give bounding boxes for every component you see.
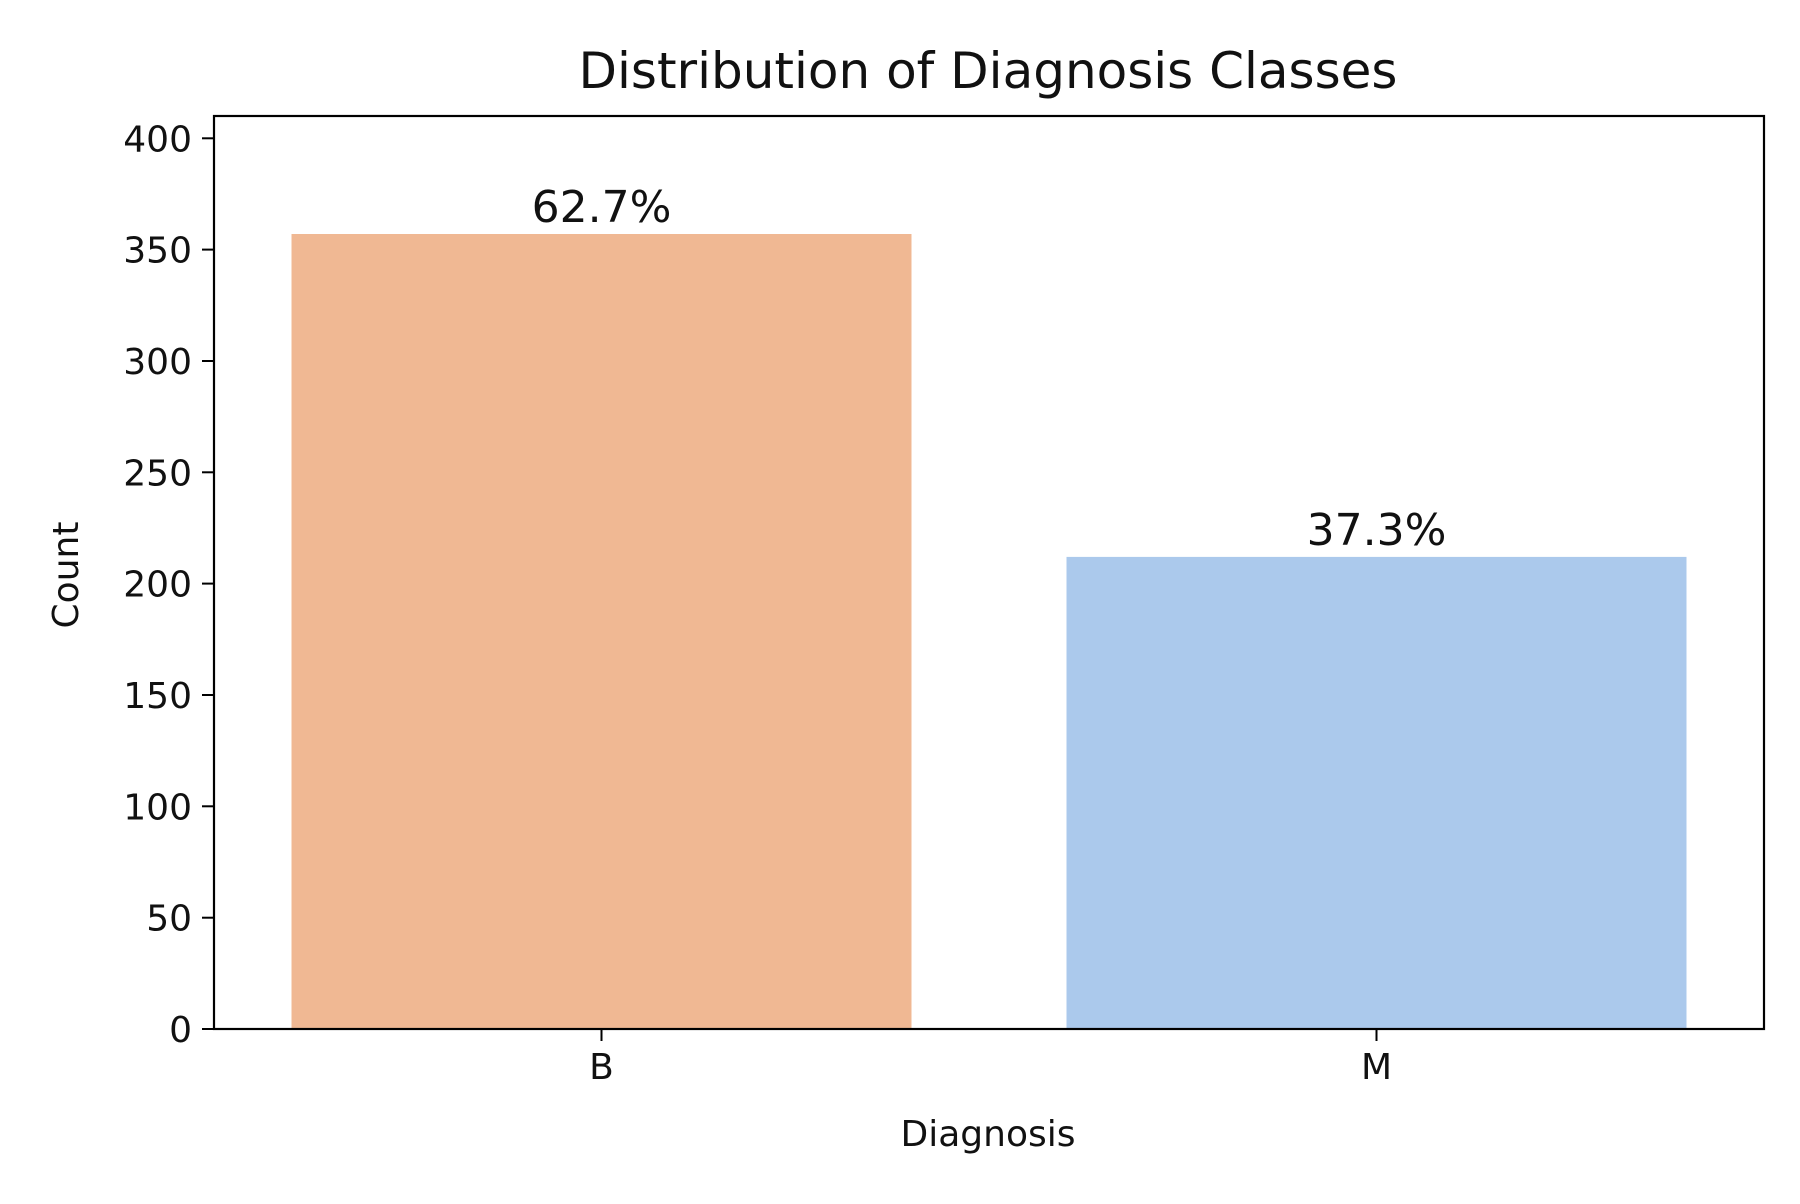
- x-tick-label-B: B: [589, 1047, 614, 1088]
- data-label-B: 62.7%: [532, 182, 672, 233]
- y-tick-label-150: 150: [123, 676, 192, 717]
- x-tick-label-M: M: [1361, 1047, 1392, 1088]
- chart-title: Distribution of Diagnosis Classes: [579, 42, 1398, 100]
- bar-M: [1066, 556, 1687, 1029]
- y-tick-label-250: 250: [123, 453, 192, 494]
- y-tick-label-350: 350: [123, 231, 192, 272]
- data-label-M: 37.3%: [1307, 505, 1447, 556]
- y-tick-label-200: 200: [123, 565, 192, 606]
- y-axis-label: Count: [46, 522, 87, 629]
- data-labels-layer: 62.7% 37.3%: [532, 182, 1447, 556]
- y-tick-label-100: 100: [123, 787, 192, 828]
- y-tick-label-300: 300: [123, 342, 192, 383]
- plot-frame: [212, 114, 1766, 1031]
- y-tick-label-50: 50: [146, 899, 192, 940]
- bar-B: [291, 234, 912, 1029]
- y-axis: 0 50 100 150 200 250 300 350 400: [123, 119, 214, 1051]
- x-axis-label: Diagnosis: [901, 1114, 1076, 1155]
- bars-layer: [291, 234, 1687, 1029]
- y-tick-label-0: 0: [169, 1010, 192, 1051]
- y-tick-label-400: 400: [123, 119, 192, 160]
